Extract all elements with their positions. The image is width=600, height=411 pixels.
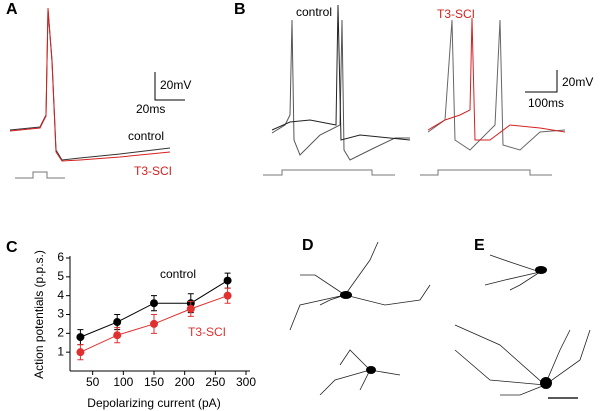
traces-a (9, 7, 171, 179)
trace-label: T3-SCI (437, 7, 475, 21)
point (150, 319, 158, 328)
scale-label: 100ms (528, 96, 564, 110)
y-tick-label: 5 (57, 269, 64, 283)
legend-label: T3-SCI (134, 164, 172, 178)
legend-label: control (160, 267, 196, 281)
trace-label: control (296, 5, 332, 19)
neuron-drawings (289, 241, 591, 399)
y-tick-label: 1 (57, 344, 64, 358)
x-tick-label: 250 (205, 375, 225, 389)
x-tick-label: 100 (113, 375, 133, 389)
point (223, 276, 232, 285)
y-tick-label: 2 (57, 326, 64, 340)
scale-bar (525, 70, 558, 93)
panel-label: B (234, 1, 246, 18)
point (76, 348, 85, 357)
x-tick-label: 200 (175, 375, 195, 389)
y-tick-label: 3 (57, 307, 64, 321)
scale-label: 20mV (160, 78, 191, 92)
point (223, 291, 232, 300)
scale-label: 20ms (136, 102, 165, 116)
point (186, 304, 195, 313)
legend-label: T3-SCI (188, 325, 226, 339)
traces-b (263, 4, 566, 176)
panel-label: C (6, 239, 18, 256)
y-tick-label: 6 (57, 250, 64, 264)
legend-label: control (128, 129, 164, 143)
scale-bar (154, 72, 185, 101)
point (76, 333, 85, 342)
x-tick-label: 50 (86, 375, 100, 389)
y-axis-label: Action potentials (p.p.s.) (32, 250, 46, 379)
x-tick-label: 300 (236, 375, 256, 389)
panel-label: E (474, 237, 485, 254)
point (150, 299, 158, 308)
panel-label: D (302, 237, 314, 254)
y-tick-label: 4 (57, 288, 64, 302)
point (113, 318, 122, 327)
x-tick-label: 150 (144, 375, 164, 389)
scale-label: 20mV (562, 75, 593, 89)
x-axis-label: Depolarizing current (pA) (87, 396, 220, 410)
neuron-somata (340, 266, 552, 389)
point (113, 331, 122, 340)
panel-label: A (6, 1, 18, 18)
